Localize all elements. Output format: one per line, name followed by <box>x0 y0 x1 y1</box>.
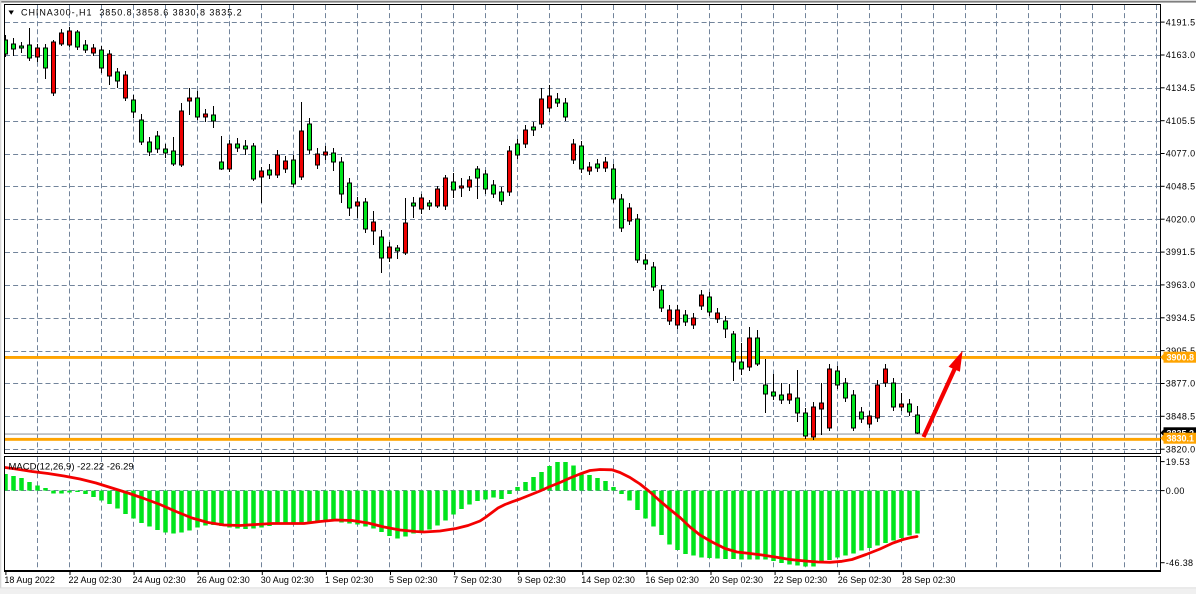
svg-text:19.53: 19.53 <box>1166 457 1190 467</box>
svg-text:26 Aug 02:30: 26 Aug 02:30 <box>197 575 250 585</box>
svg-text:3848.5: 3848.5 <box>1166 412 1196 422</box>
svg-text:3991.5: 3991.5 <box>1166 247 1196 257</box>
svg-text:3934.5: 3934.5 <box>1166 313 1196 323</box>
svg-text:3905.5: 3905.5 <box>1166 346 1196 356</box>
svg-text:0.00: 0.00 <box>1166 486 1185 496</box>
svg-text:28 Sep 02:30: 28 Sep 02:30 <box>902 575 956 585</box>
svg-text:3900.8: 3900.8 <box>1167 353 1195 363</box>
svg-text:5 Sep 02:30: 5 Sep 02:30 <box>389 575 438 585</box>
svg-text:24 Aug 02:30: 24 Aug 02:30 <box>133 575 186 585</box>
svg-text:4077.0: 4077.0 <box>1166 149 1196 159</box>
svg-text:18 Aug 2022: 18 Aug 2022 <box>4 575 55 585</box>
svg-text:4134.5: 4134.5 <box>1166 83 1196 93</box>
svg-text:3830.1: 3830.1 <box>1167 434 1195 444</box>
svg-text:MACD(12,26,9) -22.22 -26.29: MACD(12,26,9) -22.22 -26.29 <box>9 462 134 473</box>
svg-text:4020.0: 4020.0 <box>1166 214 1196 224</box>
svg-text:20 Sep 02:30: 20 Sep 02:30 <box>710 575 764 585</box>
svg-text:22 Aug 02:30: 22 Aug 02:30 <box>69 575 122 585</box>
svg-text:14 Sep 02:30: 14 Sep 02:30 <box>581 575 635 585</box>
svg-text:7 Sep 02:30: 7 Sep 02:30 <box>453 575 502 585</box>
svg-text:26 Sep 02:30: 26 Sep 02:30 <box>838 575 892 585</box>
svg-text:3963.0: 3963.0 <box>1166 280 1196 290</box>
svg-text:4048.5: 4048.5 <box>1166 182 1196 192</box>
svg-text:22 Sep 02:30: 22 Sep 02:30 <box>774 575 828 585</box>
svg-text:1 Sep 02:30: 1 Sep 02:30 <box>325 575 374 585</box>
svg-text:9 Sep 02:30: 9 Sep 02:30 <box>517 575 566 585</box>
svg-text:4163.0: 4163.0 <box>1166 50 1196 60</box>
svg-text:16 Sep 02:30: 16 Sep 02:30 <box>645 575 699 585</box>
svg-text:-46.38: -46.38 <box>1166 558 1194 568</box>
svg-text:30 Aug 02:30: 30 Aug 02:30 <box>261 575 314 585</box>
svg-text:CHINA300-,H1 3850.8 3858.6 38: CHINA300-,H1 3850.8 3858.6 3830.8 3835.2 <box>21 7 243 17</box>
svg-text:3877.0: 3877.0 <box>1166 379 1196 389</box>
svg-text:3820.0: 3820.0 <box>1166 444 1196 454</box>
svg-text:4191.5: 4191.5 <box>1166 17 1196 27</box>
svg-text:4105.5: 4105.5 <box>1166 116 1196 126</box>
